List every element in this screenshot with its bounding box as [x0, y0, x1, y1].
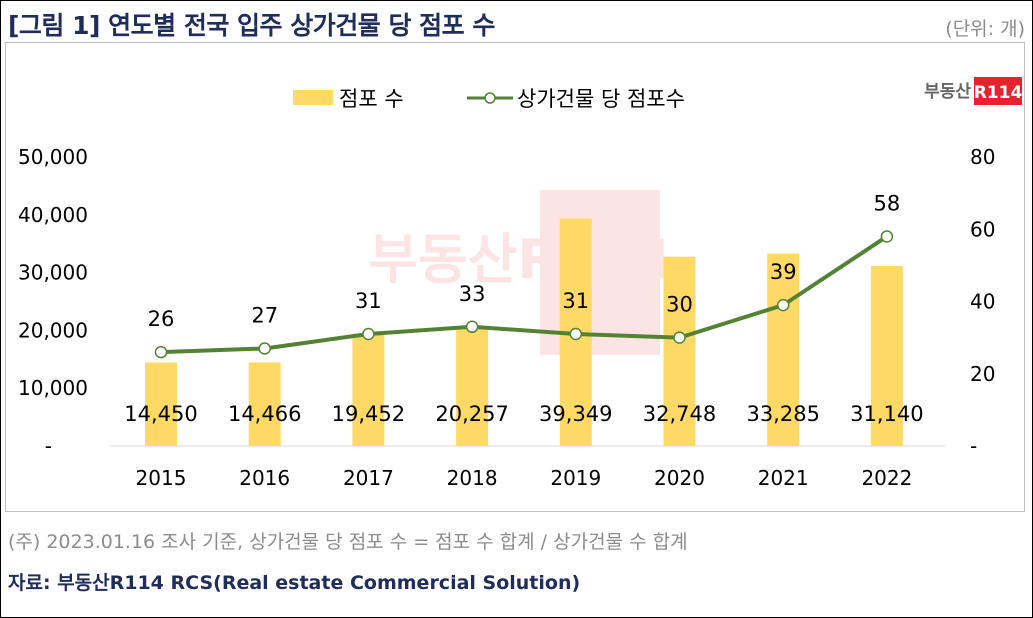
line-data-label: 33 [459, 282, 486, 306]
line-series [160, 234, 889, 355]
chart-frame [5, 42, 1025, 512]
left-tick-label: 40,000 [18, 203, 88, 227]
right-tick-label: 40 [970, 290, 995, 314]
line-point [465, 320, 479, 334]
left-tick-label: 20,000 [18, 318, 88, 342]
legend: 점포 수 상가건물 당 점포수 [293, 87, 685, 111]
line-data-label: 30 [666, 293, 693, 317]
line-data-label: 31 [355, 289, 382, 313]
bar [870, 266, 903, 446]
line-point [569, 327, 583, 341]
line-data-label: 39 [770, 260, 797, 284]
left-tick-label: 30,000 [18, 261, 88, 285]
left-tick-label: 50,000 [18, 145, 88, 169]
line-data-label: 58 [874, 191, 901, 215]
line-point [154, 345, 168, 359]
x-tick-label: 2015 [136, 466, 187, 490]
watermark: 부동산R114 [368, 190, 672, 355]
x-tick-label: 2016 [239, 466, 290, 490]
x-tick-label: 2017 [343, 466, 394, 490]
legend-bar-label: 점포 수 [339, 87, 404, 111]
line-point [880, 230, 894, 243]
x-tick-label: 2021 [758, 466, 809, 490]
legend-bar-swatch [293, 90, 333, 105]
bar [145, 362, 177, 446]
bar-data-label: 14,466 [228, 402, 301, 426]
bar-data-label: 19,452 [332, 402, 405, 426]
line-data-label: 27 [251, 303, 278, 327]
bar [352, 333, 385, 446]
unit-label: (단위: 개) [945, 18, 1025, 40]
line-point [362, 327, 375, 341]
bar-data-label: 31,140 [850, 402, 923, 426]
bar [663, 256, 696, 446]
left-tick-label: 10,000 [18, 376, 88, 400]
logo-box [974, 77, 1022, 105]
bar-data-label: 32,748 [643, 402, 716, 426]
bar-data-label: 20,257 [435, 402, 508, 426]
line-data-label: 26 [148, 307, 175, 331]
line-point [258, 342, 271, 355]
bar-data-label: 39,349 [539, 402, 612, 426]
line-point [673, 331, 686, 344]
bar-data-label: 33,285 [746, 402, 819, 426]
right-tick-label: 60 [970, 217, 995, 241]
bar [456, 328, 489, 446]
logo-box-text: R114 [974, 83, 1023, 103]
right-tick-label: - [970, 434, 977, 458]
x-tick-label: 2019 [550, 466, 601, 490]
x-tick-label: 2022 [861, 466, 912, 490]
bar [767, 253, 800, 446]
right-tick-label: 20 [970, 362, 995, 386]
legend-line-marker [484, 92, 496, 104]
line-point [776, 298, 790, 312]
bar [248, 362, 281, 446]
legend-line-label: 상가건물 당 점포수 [517, 87, 685, 111]
footnote: (주) 2023.01.16 조사 기준, 상가건물 당 점포 수 = 점포 수… [8, 531, 688, 553]
page-title: [그림 1] 연도별 전국 입주 상가건물 당 점포 수 [8, 11, 495, 40]
x-tick-label: 2020 [654, 466, 705, 490]
line-data-label: 31 [562, 289, 589, 313]
logo: 부동산 R114 [924, 77, 1022, 105]
right-tick-label: 80 [970, 145, 995, 169]
left-tick-label: - [45, 434, 52, 458]
logo-text: 부동산 [924, 82, 971, 102]
watermark-text: 부동산R114 [368, 228, 671, 291]
x-tick-label: 2018 [447, 466, 498, 490]
source: 자료: 부동산R114 RCS(Real estate Commercial S… [8, 572, 581, 594]
bar-data-label: 14,450 [124, 402, 197, 426]
